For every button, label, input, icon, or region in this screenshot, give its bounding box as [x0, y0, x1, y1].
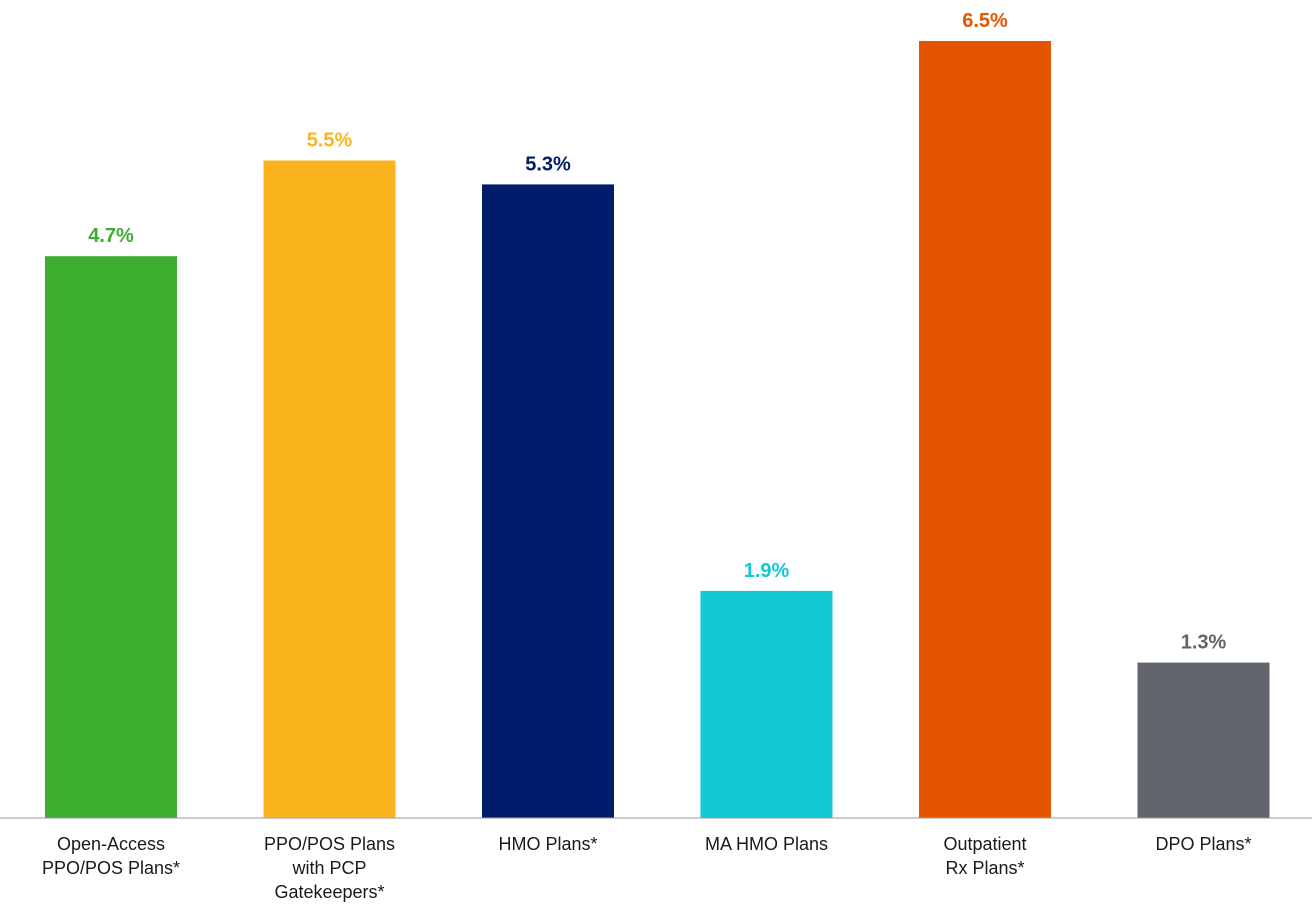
bar-4 [919, 41, 1051, 818]
category-label-line: with PCP [291, 858, 366, 878]
value-label-1: 5.5% [307, 130, 353, 152]
category-labels-group: Open-Access PPO/POS Plans* PPO/POS Plans wi… [42, 834, 1252, 902]
category-label-line: PPO/POS Plans [264, 834, 395, 854]
category-label-line: HMO Plans* [498, 834, 597, 854]
bar-0 [45, 256, 177, 818]
value-label-3: 1.9% [744, 560, 790, 582]
bar-2 [482, 184, 614, 818]
category-label-4: Outpatient Rx Plans* [943, 834, 1026, 878]
bar-3 [700, 590, 833, 818]
bars-group [45, 41, 1270, 818]
category-label-2: HMO Plans* [498, 834, 597, 854]
bar-5 [1137, 662, 1270, 818]
category-label-5: DPO Plans* [1155, 834, 1251, 854]
bar-1 [263, 160, 396, 818]
category-label-3: MA HMO Plans [705, 834, 828, 854]
category-label-line: Rx Plans* [945, 858, 1024, 878]
category-label-line: MA HMO Plans [705, 834, 828, 854]
value-label-0: 4.7% [88, 225, 134, 247]
value-labels-group: 4.7% 5.5% 5.3% 1.9% 6.5% 1.3% [88, 10, 1226, 654]
value-label-2: 5.3% [525, 153, 571, 175]
category-label-line: PPO/POS Plans* [42, 858, 180, 878]
category-label-line: DPO Plans* [1155, 834, 1251, 854]
category-label-1: PPO/POS Plans with PCP Gatekeepers* [264, 834, 395, 902]
value-label-4: 6.5% [962, 10, 1008, 32]
category-label-line: Gatekeepers* [274, 882, 384, 902]
value-label-5: 1.3% [1181, 632, 1227, 654]
category-label-line: Open-Access [57, 834, 165, 854]
category-label-0: Open-Access PPO/POS Plans* [42, 834, 180, 878]
category-label-line: Outpatient [943, 834, 1026, 854]
